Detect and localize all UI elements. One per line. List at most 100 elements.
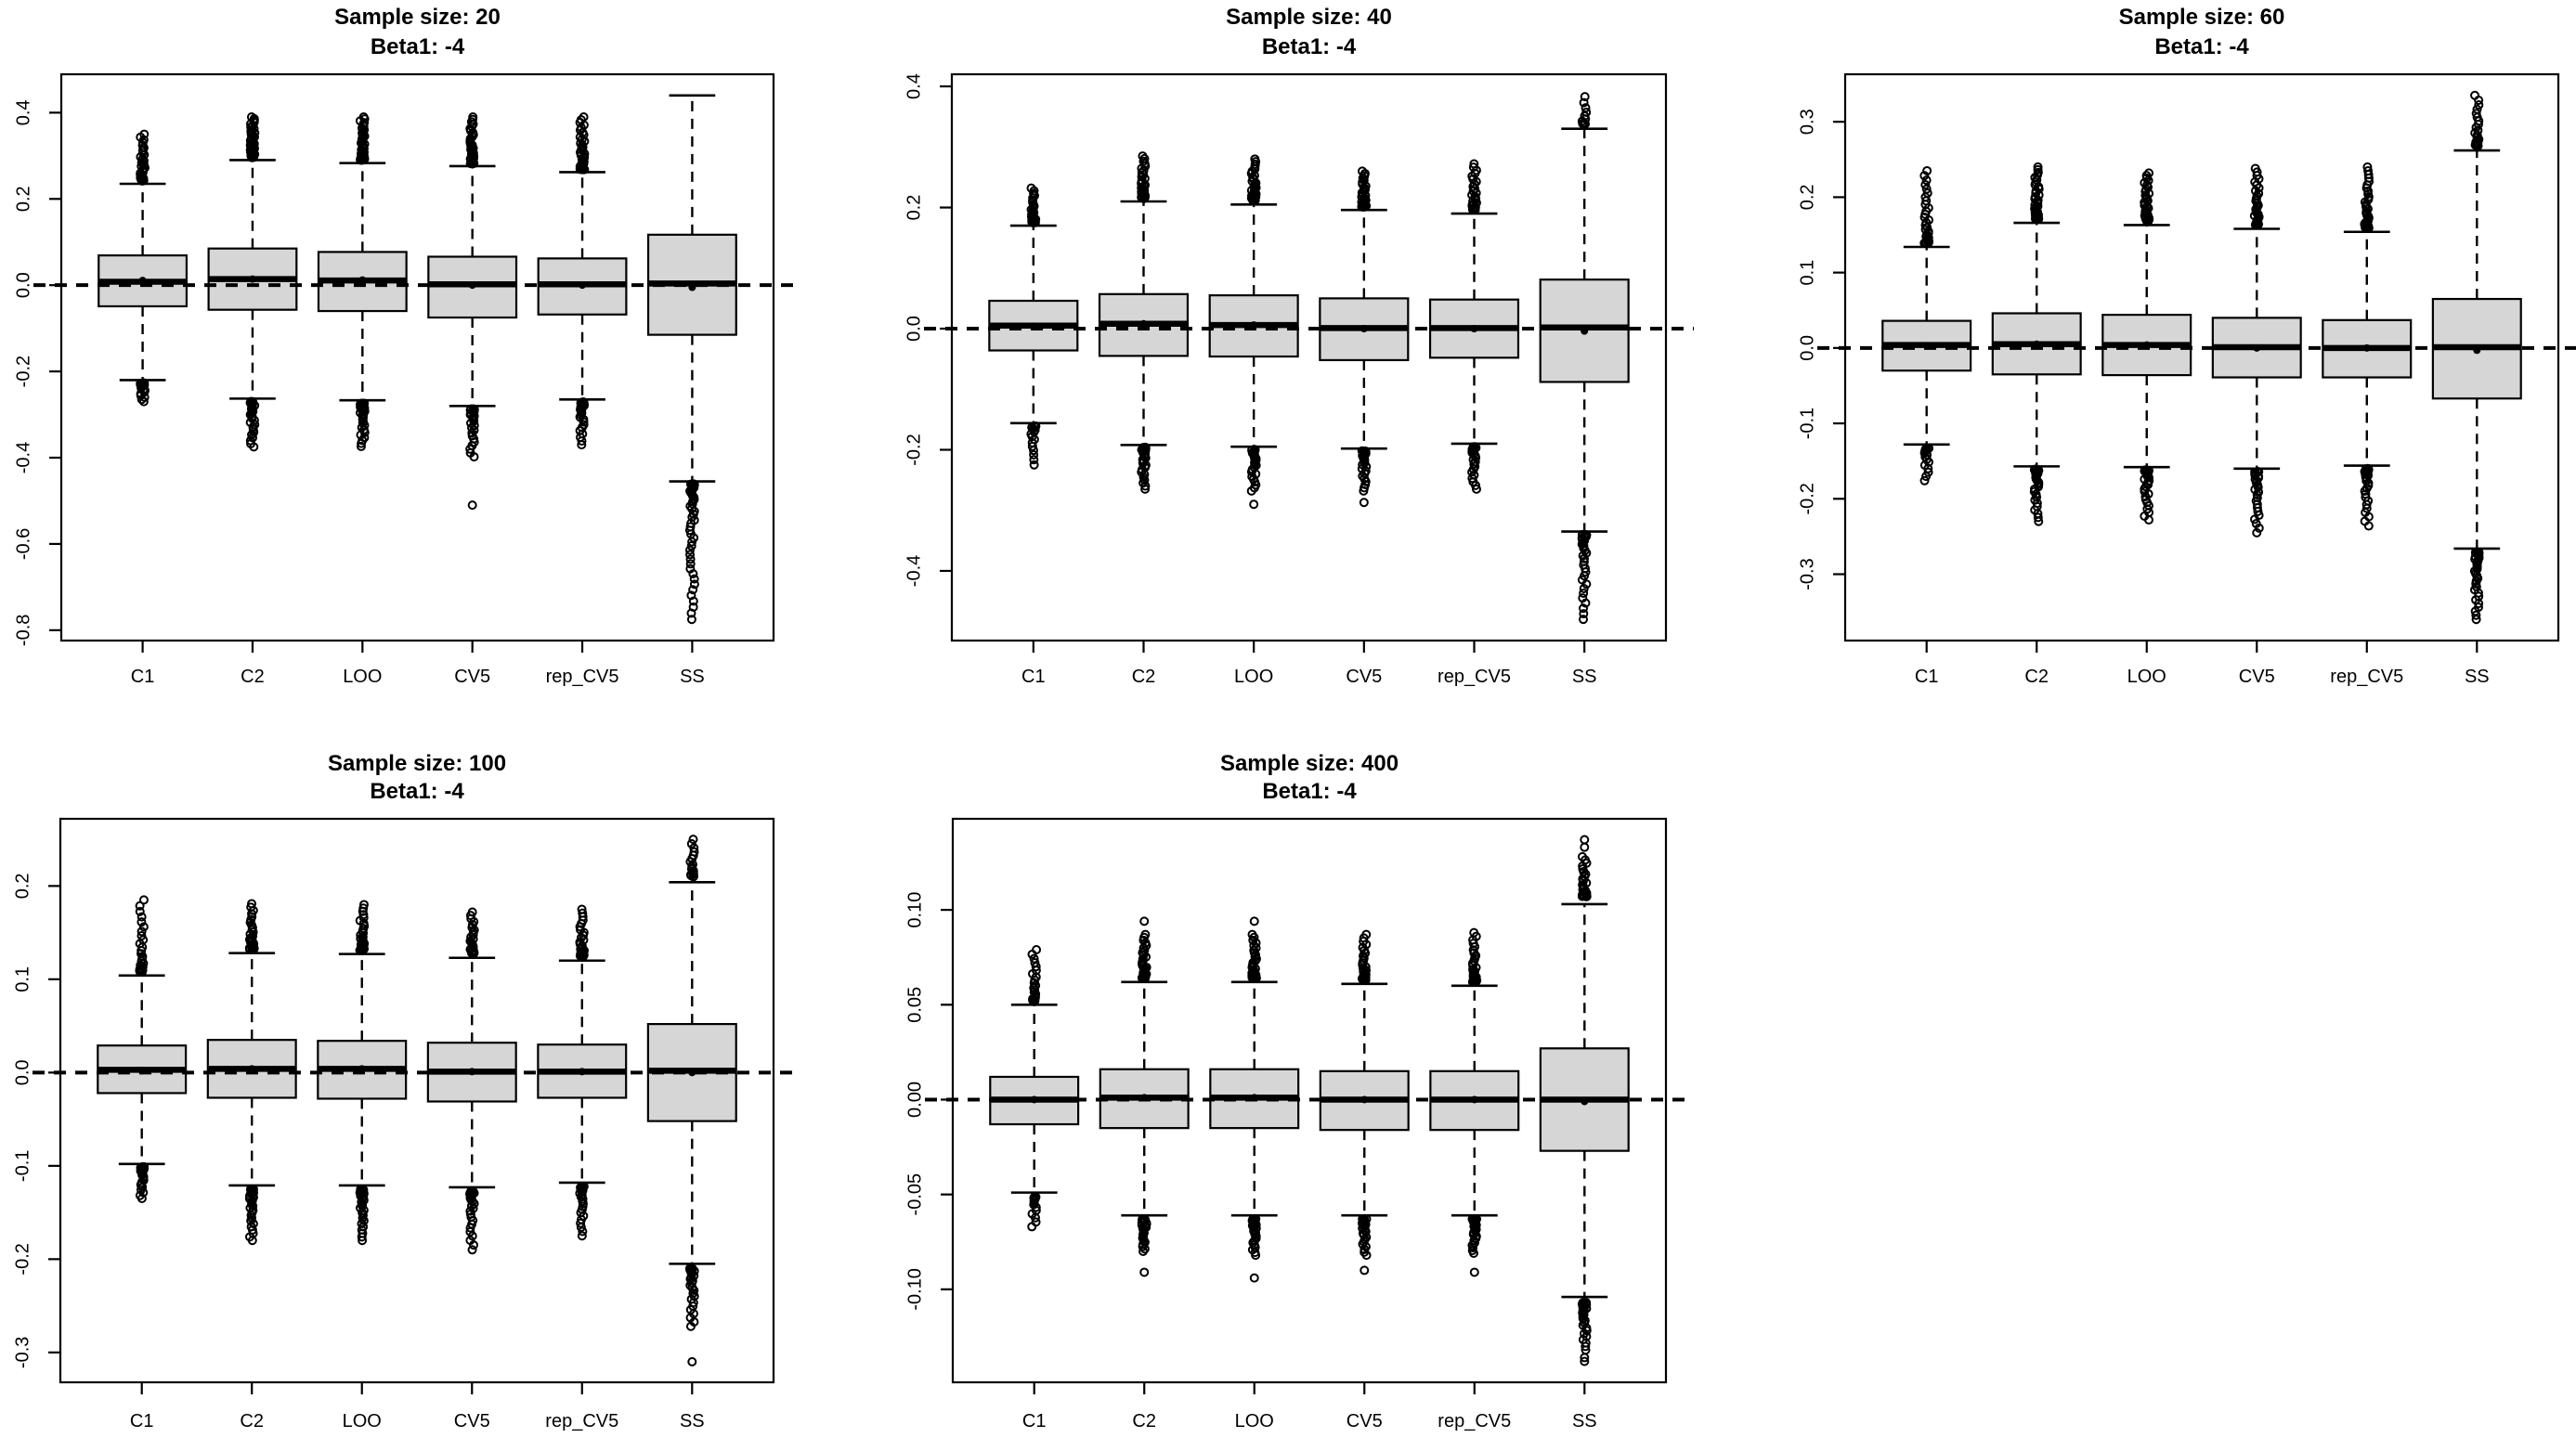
plot-frame [1843,72,2560,642]
outlier-point [1140,929,1151,939]
mean-dot [1470,1095,1478,1104]
mean-dot [1030,1095,1038,1104]
outlier-point [1251,1250,1261,1261]
outlier-point [578,908,588,918]
y-tick-label: -0.2 [12,1243,33,1275]
outlier-point [1579,588,1589,598]
outlier-point [1920,179,1931,189]
outlier-point [577,435,587,446]
outlier-point [137,154,148,164]
outlier-point [139,129,150,139]
outlier-point [689,579,699,589]
outlier-point [2143,515,2153,525]
outlier-point [2474,100,2484,110]
outlier-point [579,111,589,122]
outlier-point [465,444,475,454]
outlier-point [1580,842,1590,852]
outlier-point [576,1218,586,1228]
outlier-point [1030,958,1040,968]
outlier-point [2252,527,2262,538]
mean-dot [358,276,367,284]
outlier-point [577,1231,587,1241]
outlier-point [137,1194,147,1204]
outlier-point [137,926,147,937]
mean-dot [1470,325,1478,333]
outlier-point [467,500,477,511]
x-category-label: C1 [130,1411,154,1432]
panel-sample-size-60: Sample size: 60 Beta1: -4 0.3 0.2 0.1 0.0 -0.1… [1797,5,2576,687]
outlier-point [137,395,147,405]
plot-frame [59,817,775,1384]
outlier-point [1580,1353,1590,1363]
outlier-point [138,895,149,905]
outlier-point [1581,107,1592,117]
mean-dot [1139,319,1148,328]
y-tick-label: -0.4 [13,442,33,473]
mean-dot [358,1065,366,1073]
y-tick-label: 0.0 [904,316,924,342]
y-tick-label: -0.05 [904,1173,925,1216]
outlier-point [688,585,698,595]
y-tick-label: -0.3 [1797,558,1817,589]
outlier-point [137,930,147,940]
outlier-point [469,1198,479,1209]
outlier-point [686,838,696,849]
y-tick-label: 0.0 [13,272,33,298]
outlier-point [1581,598,1591,608]
outlier-point [1581,1341,1591,1352]
outlier-point [1027,1222,1037,1232]
x-category-label: SS [1572,1411,1597,1432]
outlier-point [137,917,147,927]
y-tick-label: -0.2 [13,356,33,387]
mean-dot [1360,325,1368,333]
outlier-point [1580,1356,1590,1367]
outlier-point [358,1236,368,1246]
outlier-point [138,160,149,170]
outlier-point [685,1274,696,1284]
x-category-label: LOO [2127,667,2166,687]
panel-title: Sample size: 40 [1226,5,1392,30]
panel-sample-size-100: Sample size: 100 Beta1: -4 0.2 0.1 0.0 -0.1 -0… [12,751,801,1432]
plot-frame [950,72,1668,642]
outlier-point [685,554,696,564]
y-tick-label: 0.3 [1797,109,1817,135]
outlier-point [137,912,147,922]
outlier-point [467,907,477,917]
outlier-point [1249,499,1259,510]
outlier-point [1577,851,1587,862]
mean-dot [1140,1094,1149,1102]
outlier-point [2253,506,2263,516]
outlier-point [1579,615,1589,625]
y-tick-label: 0.0 [1797,335,1817,361]
y-tick-label: 0.2 [13,186,33,212]
y-tick-label: 0.2 [1797,184,1817,210]
outlier-point [2254,523,2264,533]
mean-dot [578,1068,586,1076]
outlier-point [1922,188,1932,199]
y-tick-label: 0.4 [13,99,33,125]
outlier-point [1029,953,1039,964]
outlier-point [686,541,696,551]
outlier-point [138,396,149,407]
mean-dot [579,281,587,290]
outlier-point [468,111,478,122]
y-tick-label: 0.2 [904,195,924,221]
outlier-point [577,440,587,450]
outlier-point [2252,489,2262,499]
mean-dot [1360,1095,1369,1104]
outlier-point [357,1232,367,1242]
mean-dot [1581,1097,1589,1106]
panel-title: Sample size: 60 [2119,5,2285,30]
outlier-point [688,596,698,606]
outlier-point [1471,484,1481,494]
panel-subtitle: Beta1: -4 [1262,34,1357,59]
outlier-point [1140,484,1151,494]
outlier-point [466,932,476,942]
outlier-point [1139,916,1150,926]
y-tick-label: -0.1 [12,1150,33,1182]
y-tick-label: 0.2 [12,873,33,899]
x-category-label: rep_CV5 [2330,667,2403,687]
mean-dot [468,281,476,290]
x-category-label: LOO [343,1411,382,1432]
y-tick-label: 0.1 [1797,260,1817,286]
